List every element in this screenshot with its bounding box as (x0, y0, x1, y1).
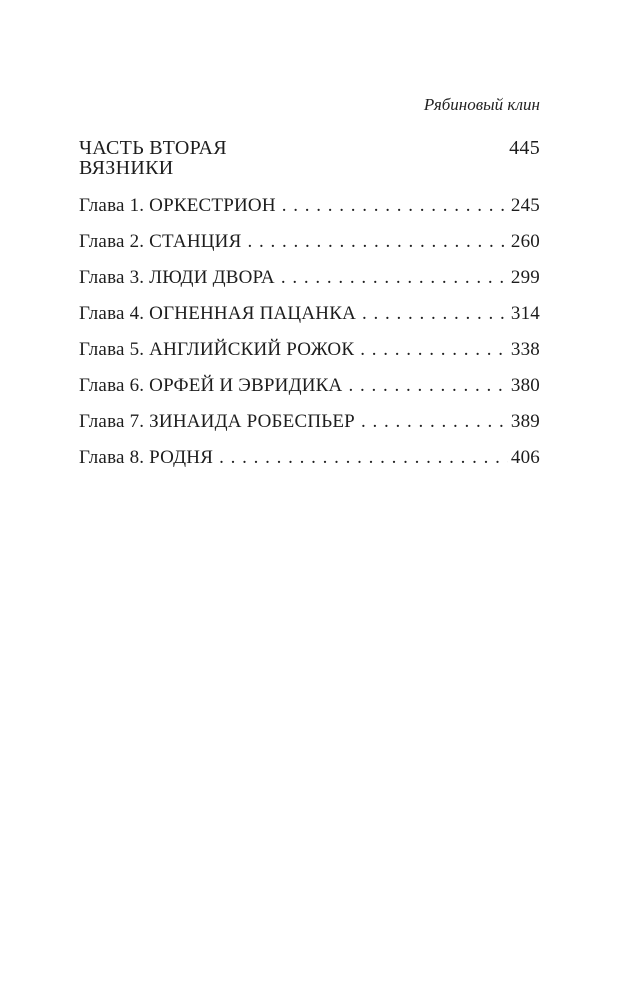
toc-entry[interactable]: Глава 7. ЗИНАИДА РОБЕСПЬЕР 389 (79, 411, 540, 432)
toc-entry-page: 406 (510, 447, 540, 468)
running-header-book-title: Рябиновый клин (423, 95, 540, 114)
toc-leader-dots (362, 303, 508, 324)
toc-leader-dots (219, 447, 508, 468)
toc-entry-page: 380 (510, 375, 540, 396)
toc-entry-label: Глава 5. АНГЛИЙСКИЙ РОЖОК (79, 339, 355, 360)
part-subtitle: ВЯЗНИКИ (79, 157, 174, 179)
toc-entry-label: Глава 4. ОГНЕННАЯ ПАЦАНКА (79, 303, 356, 324)
toc-entry-label: Глава 8. РОДНЯ (79, 447, 214, 468)
toc-entry[interactable]: Глава 6. ОРФЕЙ И ЭВРИДИКА 380 (79, 375, 540, 396)
toc-entry[interactable]: Глава 3. ЛЮДИ ДВОРА 299 (79, 267, 540, 288)
toc-entry[interactable]: Глава 5. АНГЛИЙСКИЙ РОЖОК 338 (79, 339, 540, 360)
toc-entry-label: Глава 3. ЛЮДИ ДВОРА (79, 267, 275, 288)
table-of-contents: Глава 1. ОРКЕСТРИОН 245 Глава 2. СТАНЦИЯ… (79, 195, 540, 468)
toc-entry-page: 314 (510, 303, 540, 324)
toc-entry-page: 245 (510, 195, 540, 216)
toc-entry-label: Глава 7. ЗИНАИДА РОБЕСПЬЕР (79, 411, 355, 432)
toc-entry-page: 338 (510, 339, 540, 360)
toc-leader-dots (361, 411, 508, 432)
toc-leader-dots (282, 195, 508, 216)
toc-entry-page: 299 (510, 267, 540, 288)
toc-leader-dots (360, 339, 508, 360)
part-page-number: 445 (509, 137, 540, 159)
part-heading: ЧАСТЬ ВТОРАЯ 445 ВЯЗНИКИ (79, 138, 540, 178)
toc-leader-dots (247, 231, 507, 252)
toc-entry[interactable]: Глава 4. ОГНЕННАЯ ПАЦАНКА 314 (79, 303, 540, 324)
toc-leader-dots (281, 267, 508, 288)
toc-entry[interactable]: Глава 8. РОДНЯ 406 (79, 447, 540, 468)
part-title: ЧАСТЬ ВТОРАЯ (79, 137, 227, 159)
toc-entry[interactable]: Глава 1. ОРКЕСТРИОН 245 (79, 195, 540, 216)
toc-entry-label: Глава 6. ОРФЕЙ И ЭВРИДИКА (79, 375, 343, 396)
toc-leader-dots (348, 375, 507, 396)
toc-entry-page: 389 (510, 411, 540, 432)
toc-entry[interactable]: Глава 2. СТАНЦИЯ 260 (79, 231, 540, 252)
toc-entry-label: Глава 1. ОРКЕСТРИОН (79, 195, 276, 216)
toc-entry-page: 260 (510, 231, 540, 252)
toc-entry-label: Глава 2. СТАНЦИЯ (79, 231, 242, 252)
